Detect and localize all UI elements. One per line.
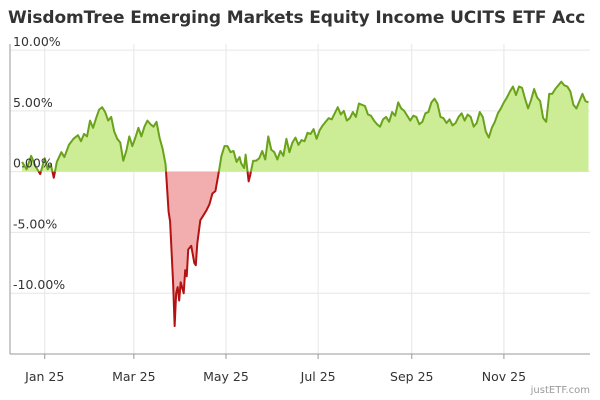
x-tick-label-3: Jul 25 xyxy=(300,369,336,384)
x-tick-label-4: Sep 25 xyxy=(390,369,433,384)
positive-line-4 xyxy=(53,106,168,172)
y-tick-label-3: -5.00% xyxy=(13,216,57,231)
y-tick-label-2: 0.00% xyxy=(13,156,53,171)
positive-area-6 xyxy=(218,146,248,172)
positive-line-6 xyxy=(217,145,249,172)
y-tick-label-4: -10.00% xyxy=(13,277,65,292)
positive-area-4 xyxy=(54,107,167,172)
x-tick-label-0: Jan 25 xyxy=(24,369,64,384)
negative-line-3 xyxy=(51,171,56,179)
chart-title: WisdomTree Emerging Markets Equity Incom… xyxy=(8,8,586,28)
positive-area-0 xyxy=(22,155,39,172)
y-tick-label-0: 10.00% xyxy=(13,34,61,49)
negative-line-5 xyxy=(165,171,220,328)
source-credit: justETF.com xyxy=(530,385,590,396)
positive-area-8 xyxy=(250,81,589,172)
positive-line-0 xyxy=(21,154,40,173)
y-tick-label-1: 5.00% xyxy=(13,95,53,110)
positive-line-8 xyxy=(249,80,589,172)
x-tick-label-5: Nov 25 xyxy=(482,369,526,384)
positive-line-2 xyxy=(39,157,54,172)
x-tick-label-2: May 25 xyxy=(203,369,249,384)
x-tick-label-1: Mar 25 xyxy=(112,369,155,384)
negative-line-7 xyxy=(246,171,252,183)
negative-line-1 xyxy=(37,171,42,176)
